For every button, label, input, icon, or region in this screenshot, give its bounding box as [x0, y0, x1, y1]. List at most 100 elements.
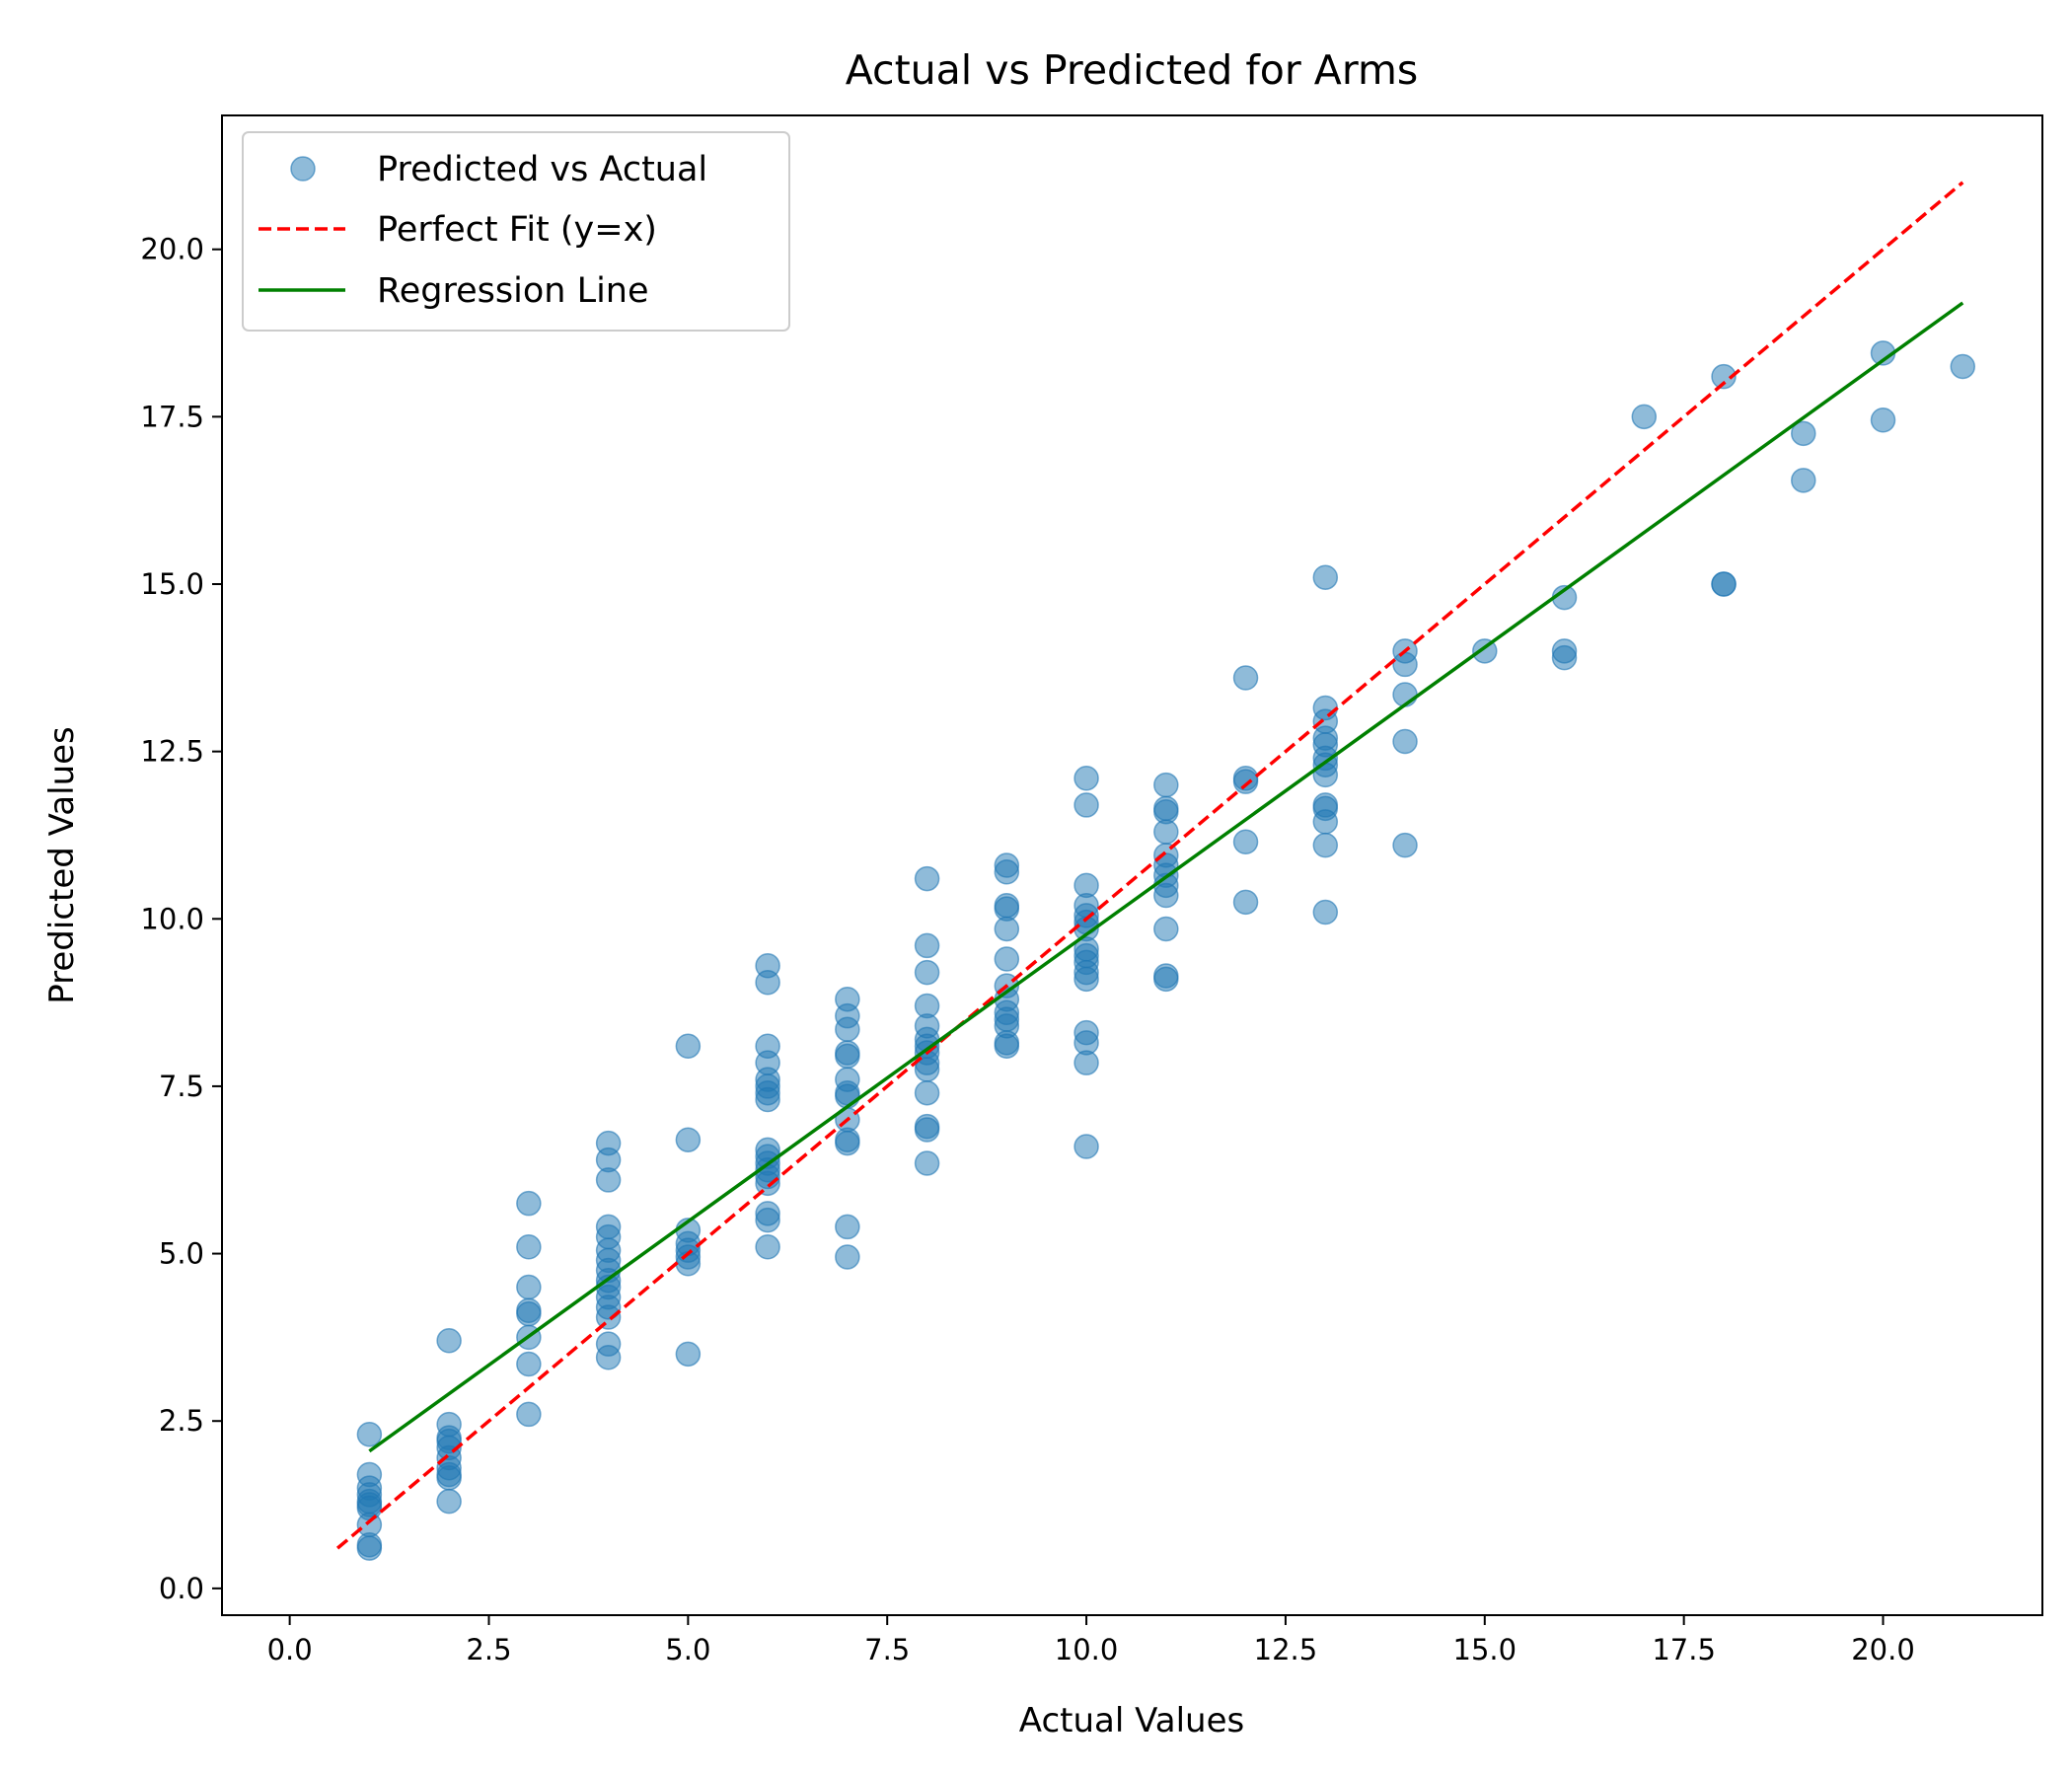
- legend: Predicted vs Actual Perfect Fit (y=x) Re…: [242, 131, 790, 332]
- scatter-point-94: [914, 1150, 940, 1176]
- y-tick-label-2: 5.0: [159, 1237, 204, 1271]
- scatter-point-170: [1870, 407, 1896, 433]
- scatter-point-93: [914, 1117, 940, 1143]
- scatter-point-122: [1073, 1050, 1099, 1075]
- scatter-point-78: [835, 1130, 860, 1156]
- scatter-point-136: [1232, 665, 1259, 691]
- scatter-point-22: [516, 1274, 542, 1300]
- x-tick-label-8: 20.0: [1851, 1633, 1915, 1666]
- scatter-point-9: [356, 1535, 383, 1561]
- scatter-point-141: [1312, 564, 1339, 590]
- scatter-point-123: [1073, 1134, 1099, 1159]
- scatter-point-167: [1791, 420, 1816, 447]
- scatter-point-99: [994, 916, 1020, 942]
- scatter-point-152: [1312, 832, 1339, 858]
- scatter-point-44: [675, 1127, 702, 1152]
- scatter-point-153: [1312, 899, 1339, 925]
- y-tick-label-3: 7.5: [159, 1070, 204, 1103]
- y-tick-label-5: 12.5: [140, 735, 204, 769]
- scatter-point-164: [1711, 363, 1737, 390]
- scatter-point-107: [994, 1033, 1020, 1059]
- legend-label-regression: Regression Line: [377, 271, 649, 311]
- x-tick-label-0: 0.0: [267, 1633, 313, 1666]
- x-tick-label-4: 10.0: [1055, 1633, 1119, 1666]
- scatter-point-132: [1153, 882, 1179, 909]
- chart-title: Actual vs Predicted for Arms: [846, 46, 1419, 94]
- scatter-point-30: [595, 1167, 622, 1193]
- fit-lines: [335, 181, 1964, 1550]
- scatter-point-70: [835, 1016, 860, 1042]
- scatter-point-0: [356, 1422, 383, 1447]
- y-tick-label-1: 2.5: [159, 1404, 204, 1438]
- x-tick-label-1: 2.5: [466, 1633, 511, 1666]
- scatter-point-162: [1551, 644, 1578, 671]
- x-tick-label-5: 12.5: [1254, 1633, 1318, 1666]
- regression-line: [368, 301, 1964, 1453]
- plot-frame: [221, 114, 2043, 1616]
- scatter-point-19: [436, 1488, 462, 1515]
- scatter-point-171: [1950, 353, 1976, 380]
- y-tick-label-8: 20.0: [140, 233, 204, 266]
- scatter-point-133: [1153, 916, 1179, 942]
- scatter-point-18: [436, 1465, 462, 1491]
- scatter-point-109: [1073, 792, 1099, 818]
- scatter-point-10: [436, 1328, 462, 1354]
- legend-label-points: Predicted vs Actual: [377, 150, 707, 189]
- scatter-point-138: [1232, 769, 1259, 794]
- scatter-point-135: [1153, 966, 1179, 993]
- scatter-point-157: [1392, 728, 1418, 755]
- scatter-point-151: [1312, 809, 1339, 835]
- scatter-point-24: [516, 1300, 542, 1327]
- x-tick-label-6: 15.0: [1453, 1633, 1517, 1666]
- scatter-point-79: [835, 1214, 860, 1240]
- scatter-point-27: [516, 1401, 542, 1428]
- y-tick-label-0: 0.0: [159, 1572, 204, 1605]
- scatter-point-58: [755, 1086, 780, 1113]
- scatter-point-163: [1631, 404, 1658, 430]
- y-axis-ticks: 0.0 2.5 5.0 7.5 10.0 12.5 15.0 17.5 20.0: [140, 233, 222, 1605]
- x-tick-label-2: 5.0: [665, 1633, 710, 1666]
- scatter-point-124: [1153, 772, 1179, 798]
- scatter-point-108: [1073, 766, 1099, 791]
- scatter-point-166: [1711, 571, 1737, 597]
- scatter-point-83: [914, 959, 940, 986]
- perfect-fit-line: [335, 181, 1964, 1550]
- scatter-point-100: [994, 946, 1020, 972]
- legend-box: [242, 131, 790, 332]
- scatter-point-80: [835, 1244, 860, 1270]
- scatter-point-66: [755, 1207, 780, 1233]
- scatter-point-81: [914, 865, 940, 892]
- scatter-point-26: [516, 1351, 542, 1377]
- scatter-point-168: [1791, 468, 1816, 493]
- scatter-point-21: [516, 1234, 542, 1260]
- x-tick-label-3: 7.5: [864, 1633, 910, 1666]
- x-axis-ticks: 0.0 2.5 5.0 7.5 10.0 12.5 15.0 17.5 20.0: [267, 1615, 1915, 1666]
- y-tick-label-6: 15.0: [140, 567, 204, 601]
- scatter-point-140: [1232, 889, 1259, 916]
- scatter-point-127: [1153, 819, 1179, 845]
- scatter-point-155: [1392, 651, 1418, 678]
- legend-marker-points: [290, 156, 316, 182]
- scatter-point-40: [595, 1304, 622, 1330]
- legend-label-perfect-fit: Perfect Fit (y=x): [377, 210, 657, 250]
- x-tick-label-7: 17.5: [1652, 1633, 1716, 1666]
- scatter-point-52: [755, 970, 780, 996]
- scatter-point-43: [675, 1033, 702, 1059]
- scatter-point-96: [994, 859, 1020, 885]
- scatter-point-158: [1392, 832, 1418, 858]
- scatter-point-20: [516, 1190, 542, 1217]
- x-axis-title: Actual Values: [1019, 1701, 1244, 1740]
- scatter-point-67: [755, 1234, 780, 1260]
- y-tick-label-4: 10.0: [140, 902, 204, 935]
- y-tick-label-7: 17.5: [140, 400, 204, 433]
- scatter-point-50: [675, 1341, 702, 1368]
- y-axis-title: Predicted Values: [42, 726, 82, 1004]
- scatter-point-82: [914, 932, 940, 959]
- scatter-point-139: [1232, 829, 1259, 854]
- plot-area: [222, 115, 2042, 1615]
- scatter-point-119: [1073, 966, 1099, 993]
- scatter-point-91: [914, 1079, 940, 1106]
- scatter-points: [356, 340, 1976, 1561]
- scatter-point-42: [595, 1345, 622, 1370]
